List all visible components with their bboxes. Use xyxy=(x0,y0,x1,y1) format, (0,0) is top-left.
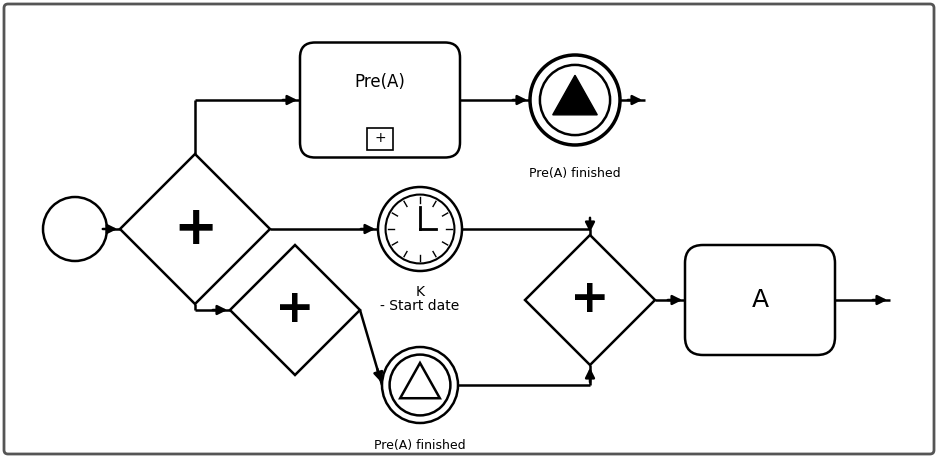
Text: Pre(A) finished: Pre(A) finished xyxy=(374,439,466,452)
Text: Pre(A): Pre(A) xyxy=(355,73,405,91)
FancyBboxPatch shape xyxy=(4,4,934,454)
Circle shape xyxy=(389,354,450,415)
Text: - Start date: - Start date xyxy=(381,299,460,313)
Text: A: A xyxy=(751,288,768,312)
Text: K: K xyxy=(416,285,425,299)
Circle shape xyxy=(386,195,454,263)
Polygon shape xyxy=(120,154,270,304)
Text: +: + xyxy=(275,288,315,333)
Polygon shape xyxy=(552,75,598,115)
Text: +: + xyxy=(173,203,217,255)
Text: Pre(A) finished: Pre(A) finished xyxy=(529,167,621,180)
Text: +: + xyxy=(374,131,386,146)
Circle shape xyxy=(530,55,620,145)
Circle shape xyxy=(378,187,462,271)
Circle shape xyxy=(540,65,610,135)
Bar xyxy=(367,127,393,149)
Circle shape xyxy=(43,197,107,261)
Polygon shape xyxy=(230,245,360,375)
Polygon shape xyxy=(401,363,440,398)
FancyBboxPatch shape xyxy=(685,245,835,355)
FancyBboxPatch shape xyxy=(300,43,460,158)
Polygon shape xyxy=(525,235,655,365)
Circle shape xyxy=(382,347,458,423)
Text: +: + xyxy=(570,278,610,322)
